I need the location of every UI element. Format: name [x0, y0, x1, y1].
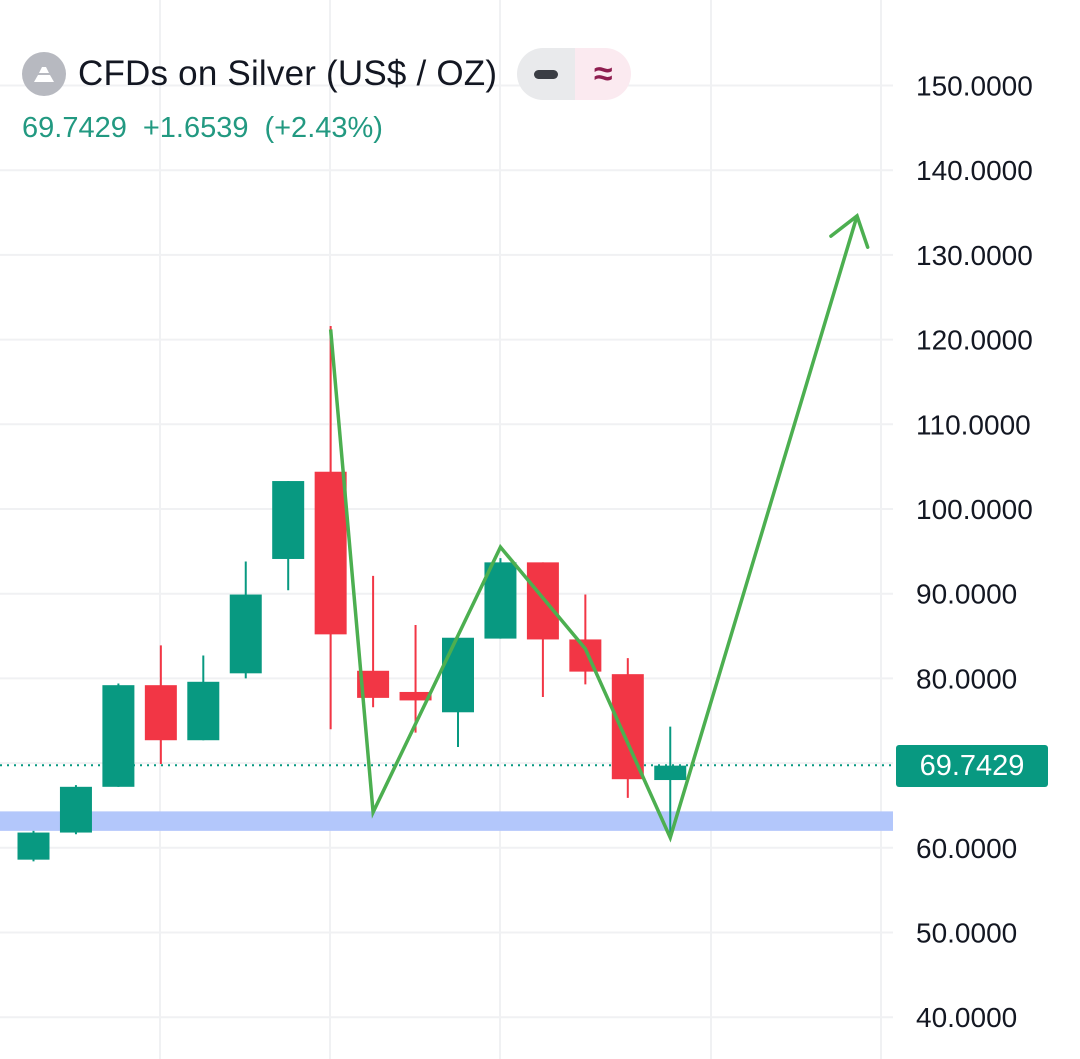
- candle-body: [569, 639, 602, 672]
- candle-body: [442, 637, 474, 713]
- y-tick-label: 90.0000: [916, 579, 1017, 610]
- candle-body: [526, 562, 559, 640]
- y-tick-label: 110.0000: [916, 409, 1031, 440]
- candle-body: [272, 481, 305, 559]
- arrow-head: [829, 213, 870, 249]
- symbol-logo-icon: [22, 52, 66, 96]
- price-change: +1.6539: [142, 112, 249, 144]
- y-axis[interactable]: 150.0000 140.0000 130.0000 120.0000 110.0000…: [916, 71, 1033, 1034]
- candles: [17, 326, 687, 862]
- candle-body: [484, 562, 517, 639]
- price-change-percent: (+2.43%): [264, 112, 383, 144]
- pattern-line: [328, 213, 870, 843]
- y-tick-label: 80.0000: [916, 663, 1017, 694]
- candle-body: [314, 471, 347, 635]
- candle-body: [187, 681, 220, 741]
- pattern-polyline: [328, 215, 859, 843]
- y-tick-label: 140.0000: [916, 155, 1033, 186]
- candle-body: [399, 691, 432, 701]
- support-zone-band: [0, 811, 893, 831]
- y-tick-label: 150.0000: [916, 71, 1033, 102]
- candle-body: [144, 685, 177, 741]
- legend-controls: ≈: [517, 48, 632, 100]
- price-quote: 69.7429 +1.6539 (+2.43%): [22, 112, 399, 145]
- approx-icon[interactable]: ≈: [575, 48, 632, 100]
- candle-body: [654, 765, 687, 781]
- candle-body: [611, 674, 644, 780]
- candle-body: [17, 832, 50, 860]
- y-tick-label: 40.0000: [916, 1002, 1017, 1033]
- candle-body: [102, 685, 135, 787]
- y-tick-label: 50.0000: [916, 918, 1017, 949]
- candle-body: [229, 594, 262, 674]
- symbol-title[interactable]: CFDs on Silver (US$ / OZ): [78, 54, 498, 93]
- y-tick-label: 120.0000: [916, 325, 1033, 356]
- y-tick-label: 100.0000: [916, 494, 1033, 525]
- y-tick-label: 130.0000: [916, 240, 1033, 271]
- last-price: 69.7429: [22, 112, 127, 144]
- current-price-tag: 69.7429: [896, 745, 1048, 787]
- minus-icon[interactable]: [517, 48, 576, 100]
- candle-body: [59, 786, 92, 833]
- grid: [0, 0, 893, 1059]
- chart-header: CFDs on Silver (US$ / OZ) ≈: [22, 48, 632, 100]
- y-tick-label: 60.0000: [916, 833, 1017, 864]
